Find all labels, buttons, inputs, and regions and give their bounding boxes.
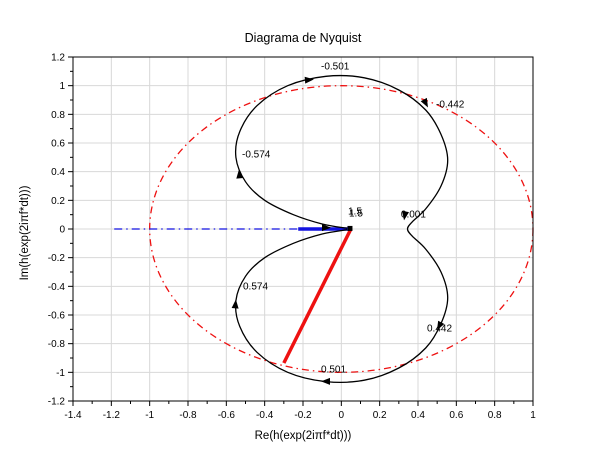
curve-direction-arrow	[402, 210, 410, 221]
y-tick-label: -1	[56, 368, 65, 379]
frequency-label: 0.442	[427, 323, 452, 334]
curve-direction-arrow	[236, 169, 244, 179]
x-tick-label: -1	[145, 410, 154, 421]
nyquist-curve	[234, 74, 449, 384]
x-tick-label: 0.4	[411, 410, 425, 421]
y-tick-label: 0.6	[51, 139, 65, 150]
y-tick-label: 0.2	[51, 196, 65, 207]
chart-title: Diagrama de Nyquist	[244, 31, 362, 45]
x-tick-label: 0.8	[488, 410, 502, 421]
x-tick-label: 0	[339, 410, 345, 421]
frequency-label: -0.442	[436, 100, 465, 111]
x-tick-label: -0.4	[256, 410, 274, 421]
y-tick-label: 1	[59, 81, 65, 92]
x-tick-label: 0.2	[373, 410, 387, 421]
y-tick-label: -0.6	[48, 311, 66, 322]
y-tick-label: -0.4	[48, 282, 66, 293]
frequency-label: 1.5	[348, 206, 362, 217]
y-tick-label: -1.2	[48, 397, 66, 408]
y-tick-label: 0	[59, 225, 65, 236]
frequency-label: 0.501	[321, 364, 346, 375]
x-tick-label: -1.2	[103, 410, 121, 421]
x-tick-label: -0.6	[218, 410, 236, 421]
frequency-label: 0.574	[243, 281, 268, 292]
x-axis-label: Re(h(exp(2iπf*dt)))	[254, 430, 352, 442]
frequency-label: -0.501	[321, 62, 350, 73]
curve-direction-arrow	[437, 320, 445, 331]
curve-direction-arrow	[321, 377, 330, 385]
x-tick-label: 1	[530, 410, 536, 421]
frequency-label: 1.5	[349, 208, 363, 219]
y-tick-label: 0.4	[51, 167, 65, 178]
x-tick-label: -0.8	[179, 410, 197, 421]
frequency-label: 0.001	[401, 209, 426, 220]
y-tick-label: 1.2	[51, 53, 65, 64]
y-tick-label: 0.8	[51, 110, 65, 121]
radius-line	[282, 228, 353, 364]
curve-endpoint-marker	[347, 225, 353, 231]
curve-direction-arrow	[231, 299, 239, 309]
frequency-label: -0.574	[242, 149, 271, 160]
curve-direction-arrow	[322, 224, 331, 232]
x-tick-label: -0.2	[294, 410, 312, 421]
curve-direction-arrow	[420, 97, 428, 108]
y-tick-label: -0.2	[48, 253, 66, 264]
y-tick-label: -0.8	[48, 339, 66, 350]
x-tick-label: -1.4	[64, 410, 82, 421]
curve-direction-arrow	[304, 76, 314, 84]
x-tick-label: 0.6	[449, 410, 463, 421]
y-axis-label: Im(h(exp(2iπf*dt)))	[19, 185, 31, 281]
